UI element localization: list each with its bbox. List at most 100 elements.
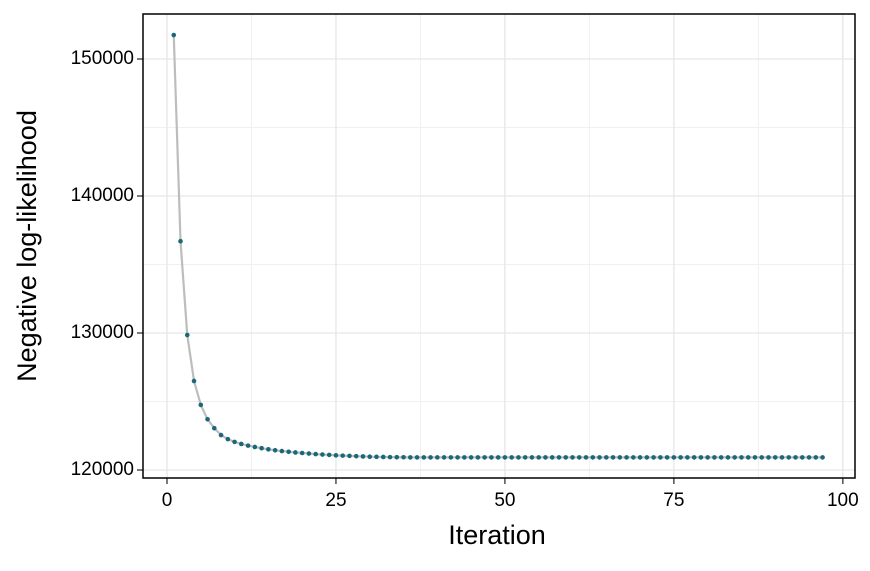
point (421, 455, 427, 460)
point (766, 455, 771, 460)
point (353, 453, 359, 459)
point (489, 455, 494, 460)
point (394, 454, 400, 460)
point (293, 450, 298, 455)
point (603, 455, 609, 460)
point (793, 455, 798, 460)
point (212, 425, 217, 431)
x-tick-label: 25 (325, 490, 346, 511)
point (644, 455, 650, 460)
point (414, 455, 420, 460)
point (184, 332, 190, 338)
point (367, 454, 373, 460)
point (712, 455, 717, 460)
point (380, 454, 386, 460)
point (340, 453, 346, 458)
point (509, 455, 514, 460)
point (462, 455, 467, 460)
point (198, 402, 204, 408)
point (739, 455, 744, 460)
point (205, 417, 210, 422)
point (313, 451, 318, 457)
point (590, 455, 596, 460)
point (745, 455, 751, 460)
point (671, 455, 677, 460)
point (266, 447, 271, 452)
point (360, 454, 366, 459)
point (516, 455, 521, 460)
point (522, 455, 528, 460)
point (428, 455, 433, 460)
point (631, 455, 636, 460)
point (441, 455, 447, 460)
point (232, 439, 237, 445)
point (691, 455, 697, 460)
point (610, 455, 616, 460)
point (306, 451, 312, 456)
point (171, 32, 177, 38)
point (664, 455, 670, 460)
plot-border (142, 13, 856, 479)
line (172, 34, 823, 459)
y-tick-label: 130000 (71, 322, 134, 343)
point (326, 452, 332, 458)
point (401, 454, 406, 460)
point (191, 378, 197, 384)
y-tick-label: 150000 (71, 48, 134, 69)
point (543, 455, 548, 460)
point (624, 455, 629, 460)
point (597, 455, 602, 460)
point (772, 455, 778, 460)
point (570, 455, 575, 460)
point (779, 455, 785, 460)
point (813, 455, 819, 460)
point (252, 444, 258, 450)
point (529, 455, 535, 460)
point (536, 455, 542, 460)
x-tick-label: 0 (162, 490, 173, 511)
x-tick-label: 100 (827, 490, 859, 511)
point (583, 455, 589, 460)
point (752, 455, 758, 460)
point (279, 448, 285, 454)
point (374, 454, 379, 460)
point (705, 455, 710, 460)
point (820, 455, 825, 460)
point (732, 455, 738, 460)
point (617, 455, 623, 460)
point (435, 455, 440, 460)
point (286, 449, 291, 455)
point (799, 455, 805, 460)
point (482, 455, 487, 460)
point (178, 238, 183, 244)
point (259, 445, 264, 451)
point (502, 455, 508, 460)
point (239, 441, 244, 447)
point (556, 455, 562, 460)
point (448, 455, 454, 460)
point (387, 454, 393, 460)
point (299, 450, 305, 456)
point (455, 455, 460, 460)
point (563, 455, 569, 460)
point (698, 455, 704, 460)
x-tick-label: 50 (494, 490, 515, 511)
point (576, 455, 582, 460)
point (347, 453, 352, 459)
y-tick-label: 120000 (71, 459, 134, 480)
point (225, 436, 231, 442)
point (549, 455, 555, 460)
y-tick-label: 140000 (71, 185, 134, 206)
point (678, 455, 683, 460)
point (786, 455, 792, 460)
point (651, 455, 656, 460)
point (495, 455, 501, 460)
point (245, 443, 251, 448)
point (718, 455, 724, 460)
point (806, 455, 812, 460)
point (637, 455, 643, 460)
point (759, 455, 765, 460)
y-axis-title: Negative log-likelihood (12, 110, 42, 382)
point (658, 455, 663, 460)
